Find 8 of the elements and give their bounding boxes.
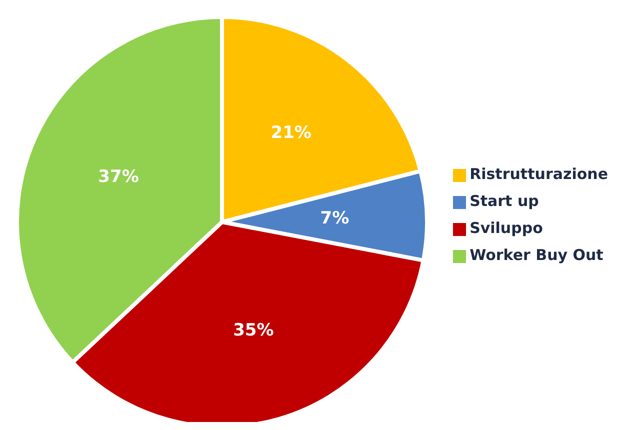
legend-label: Sviluppo <box>470 219 543 237</box>
legend-label: Start up <box>470 192 539 210</box>
data-label: 7% <box>320 208 350 228</box>
legend-label: Worker Buy Out <box>470 246 604 264</box>
data-label: 37% <box>98 167 139 188</box>
data-label: 35% <box>233 320 274 340</box>
legend-label: Ristrutturazione <box>470 165 608 183</box>
data-label: 21% <box>270 122 312 143</box>
